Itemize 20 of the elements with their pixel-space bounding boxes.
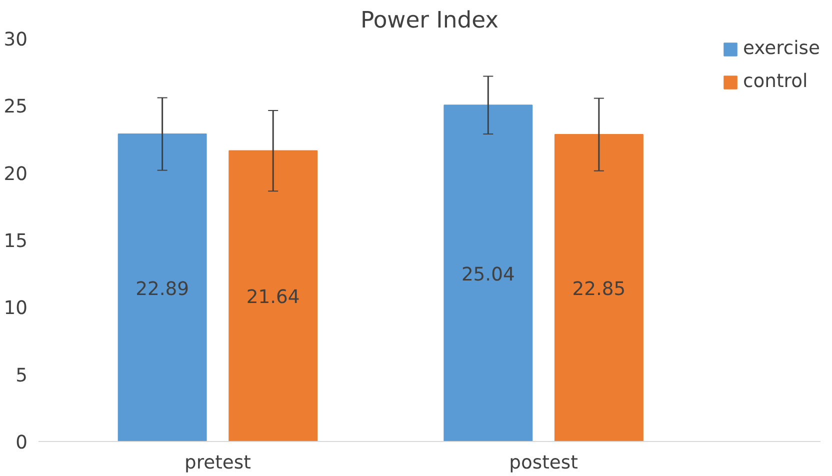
y-tick-label: 10 bbox=[4, 298, 28, 320]
bar bbox=[118, 134, 207, 442]
y-tick-label: 25 bbox=[4, 96, 28, 118]
legend-label: control bbox=[743, 71, 808, 92]
data-label: 25.04 bbox=[461, 264, 515, 286]
data-label: 22.89 bbox=[136, 278, 190, 300]
y-tick-label: 30 bbox=[4, 30, 28, 50]
legend-label: exercise bbox=[743, 38, 820, 59]
x-tick-label: postest bbox=[509, 452, 578, 474]
y-tick-label: 0 bbox=[16, 432, 28, 454]
data-label: 22.85 bbox=[572, 279, 626, 300]
chart-title: Power Index bbox=[360, 8, 499, 34]
y-tick-label: 20 bbox=[4, 164, 28, 185]
bar bbox=[444, 104, 533, 442]
y-tick-label: 5 bbox=[16, 365, 28, 386]
bar bbox=[554, 134, 644, 442]
x-tick-label: pretest bbox=[184, 452, 251, 474]
y-tick-label: 15 bbox=[4, 231, 28, 252]
bar bbox=[228, 150, 318, 442]
data-label: 21.64 bbox=[246, 287, 300, 308]
